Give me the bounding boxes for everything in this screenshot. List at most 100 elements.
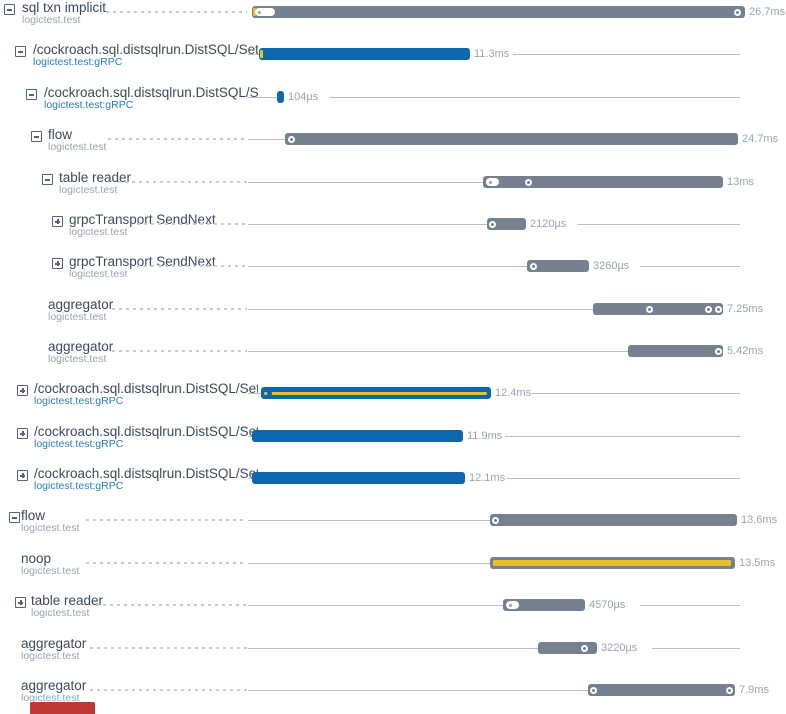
span-subtitle: logictest.test [21, 650, 80, 662]
span-bar[interactable] [259, 48, 470, 60]
event-marker-pill [486, 178, 499, 186]
icon-glyph-v [20, 600, 22, 605]
event-marker-core [707, 307, 710, 311]
span-title: aggregator [48, 297, 114, 312]
timeline-line [248, 181, 484, 183]
collapse-icon[interactable] [26, 89, 37, 100]
trace-row: /cockroach.sql.distsqlrun.DistSQL/Set log… [0, 424, 786, 467]
event-marker-core [717, 349, 720, 353]
icon-glyph-v [57, 219, 59, 224]
trace-row: flow logictest.test 24.7ms [0, 127, 786, 170]
event-marker-dot [492, 516, 499, 524]
leader-dashed-line [96, 604, 247, 606]
span-bar[interactable] [277, 91, 284, 103]
event-marker-core [583, 646, 586, 650]
span-subtitle: logictest.test:gRPC [34, 480, 124, 492]
span-duration-label: 7.25ms [727, 303, 764, 315]
leader-dashed-line [118, 181, 247, 183]
collapse-icon[interactable] [9, 512, 20, 523]
collapse-icon[interactable] [15, 46, 26, 57]
timeline-line [532, 392, 740, 394]
icon-glyph-v [22, 473, 24, 478]
span-duration-label: 104µs [288, 91, 319, 103]
span-bar[interactable] [527, 260, 589, 272]
span-bar[interactable] [593, 303, 723, 315]
span-subtitle: logictest.test [59, 184, 118, 196]
trace-row: /cockroach.sql.distsqlrun.DistSQL/S logic… [0, 85, 786, 128]
span-bar[interactable] [252, 472, 465, 484]
timeline-line [248, 138, 286, 140]
event-marker-dot [705, 305, 712, 313]
expand-icon[interactable] [15, 597, 26, 608]
span-title: aggregator [48, 339, 114, 354]
icon-glyph-h [7, 9, 12, 11]
leader-dashed-line [106, 11, 247, 13]
event-marker-dot [715, 347, 722, 355]
span-title: /cockroach.sql.distsqlrun.DistSQL/Set [33, 42, 258, 57]
leader-dashed-line [108, 138, 247, 140]
span-bar[interactable] [285, 133, 738, 145]
trace-row: noop logictest.test 13.5ms [0, 551, 786, 594]
span-duration-label: 11.9ms [467, 430, 503, 442]
event-marker-core [494, 518, 497, 522]
timeline-line [248, 519, 491, 521]
span-duration-label: 13ms [727, 176, 754, 188]
event-marker-core [290, 137, 293, 141]
span-bar[interactable] [490, 514, 737, 526]
span-subtitle: logictest.test [48, 311, 107, 323]
event-marker-pill [255, 8, 275, 16]
trace-row: /cockroach.sql.distsqlrun.DistSQL/Set log… [0, 466, 786, 509]
span-title: /cockroach.sql.distsqlrun.DistSQL/S [44, 85, 258, 100]
event-marker-dot [726, 686, 733, 694]
span-bar[interactable] [252, 6, 745, 18]
span-bar[interactable] [588, 684, 735, 696]
icon-glyph-h [34, 136, 39, 138]
span-duration-label: 13.6ms [741, 514, 778, 526]
event-marker-core [648, 307, 651, 311]
timeline-line [248, 96, 278, 98]
span-bar[interactable] [628, 345, 723, 357]
span-bar[interactable] [252, 430, 463, 442]
span-bar[interactable] [487, 218, 526, 230]
icon-glyph-h [45, 179, 50, 181]
timeline-line [248, 392, 262, 394]
timeline-line [248, 223, 488, 225]
start-tick-marker [253, 8, 256, 16]
timeline-line [640, 265, 740, 267]
timeline-line [248, 689, 589, 691]
event-marker-core [527, 180, 530, 184]
expand-icon[interactable] [17, 385, 28, 396]
expand-icon[interactable] [17, 428, 28, 439]
icon-glyph-v [22, 431, 24, 436]
span-duration-label: 7.9ms [739, 684, 769, 696]
span-duration-label: 3220µs [601, 642, 638, 654]
collapse-icon[interactable] [4, 4, 15, 15]
span-bar[interactable] [503, 599, 585, 611]
timeline-line [248, 647, 539, 649]
span-title: flow [21, 508, 46, 523]
event-marker-core [258, 10, 261, 14]
timeline-line [248, 604, 504, 606]
expand-icon[interactable] [52, 258, 63, 269]
partial-row-red-bar[interactable] [30, 702, 95, 714]
span-title: flow [48, 127, 73, 142]
timeline-line [248, 350, 629, 352]
leader-dashed-line [112, 350, 247, 352]
expand-icon[interactable] [17, 470, 28, 481]
event-marker-core [489, 180, 492, 184]
expand-icon[interactable] [52, 216, 63, 227]
event-marker-dot [715, 305, 722, 313]
event-marker-core [717, 307, 720, 311]
span-bar[interactable] [538, 642, 597, 654]
collapse-icon[interactable] [42, 174, 53, 185]
timeline-line [248, 562, 491, 564]
span-subtitle: logictest.test [21, 522, 80, 534]
timeline-line [248, 308, 594, 310]
span-bar[interactable] [483, 176, 723, 188]
collapse-icon[interactable] [31, 131, 42, 142]
leader-dashed-line [137, 265, 247, 267]
span-title: /cockroach.sql.distsqlrun.DistSQL/Set [34, 381, 258, 396]
span-subtitle: logictest.test [69, 268, 128, 280]
span-duration-label: 13.5ms [739, 557, 776, 569]
